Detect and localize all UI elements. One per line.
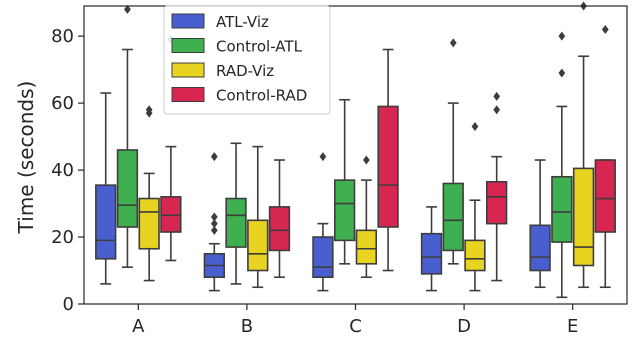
x-tick-label: A (132, 316, 145, 337)
outlier-point (363, 156, 370, 165)
legend-label: RAD-Viz (216, 62, 274, 80)
legend-swatch (172, 63, 204, 77)
box-iqr (335, 180, 355, 240)
box-iqr (422, 234, 442, 274)
outlier-point (558, 32, 565, 41)
box-atl-viz-c (313, 152, 333, 290)
legend: ATL-Viz Control-ATL RAD-Viz Control-RAD (164, 6, 330, 114)
x-tick-label: C (349, 316, 362, 337)
box-control-atl-c (335, 100, 355, 264)
box-iqr (487, 182, 507, 224)
box-iqr (465, 240, 485, 270)
box-atl-viz-d (422, 207, 442, 291)
box-iqr (226, 199, 246, 248)
x-tick-label: E (567, 316, 578, 337)
box-control-atl-e (552, 32, 572, 298)
y-tick-label: 80 (51, 26, 74, 47)
box-control-rad-d (487, 92, 507, 281)
y-tick-label: 60 (51, 93, 74, 114)
box-rad-viz-c (357, 156, 377, 278)
x-tick-label: D (457, 316, 471, 337)
y-tick-label: 40 (51, 160, 74, 181)
box-iqr (313, 237, 333, 277)
box-iqr (270, 207, 290, 251)
outlier-point (472, 122, 479, 131)
x-tick-label: B (241, 316, 253, 337)
box-rad-viz-d (465, 122, 485, 291)
box-iqr (530, 225, 550, 270)
box-control-atl-d (443, 38, 463, 263)
box-iqr (357, 230, 377, 263)
outlier-point (211, 152, 218, 161)
box-iqr (139, 199, 159, 249)
outlier-point (602, 25, 609, 34)
legend-label: ATL-Viz (216, 13, 269, 31)
box-iqr (443, 183, 463, 250)
box-control-atl-a (118, 5, 138, 267)
box-atl-viz-e (530, 160, 550, 287)
box-rad-viz-b (248, 147, 268, 288)
outlier-point (558, 68, 565, 77)
box-control-atl-b (226, 143, 246, 284)
box-iqr (161, 197, 181, 232)
box-iqr (574, 168, 594, 265)
box-atl-viz-b (204, 152, 224, 290)
box-rad-viz-e (574, 2, 594, 288)
outlier-point (493, 92, 500, 101)
box-control-rad-e (595, 25, 615, 287)
box-control-rad-c (378, 50, 398, 271)
box-control-rad-b (270, 160, 290, 277)
box-rad-viz-a (139, 105, 159, 280)
outlier-point (493, 105, 500, 114)
outlier-point (320, 152, 327, 161)
y-axis-label: Time (seconds) (14, 81, 38, 235)
outlier-point (211, 212, 218, 221)
legend-label: Control-RAD (216, 87, 307, 105)
box-iqr (118, 150, 138, 227)
y-tick-label: 0 (63, 294, 74, 315)
box-atl-viz-a (96, 93, 116, 284)
y-tick-label: 20 (51, 227, 74, 248)
box-iqr (595, 160, 615, 232)
legend-swatch (172, 39, 204, 53)
legend-label: Control-ATL (216, 38, 303, 56)
legend-swatch (172, 88, 204, 102)
box-iqr (378, 106, 398, 227)
box-iqr (96, 185, 116, 259)
box-iqr (248, 220, 268, 270)
box-iqr (552, 177, 572, 242)
outlier-point (450, 38, 457, 47)
legend-swatch (172, 14, 204, 28)
